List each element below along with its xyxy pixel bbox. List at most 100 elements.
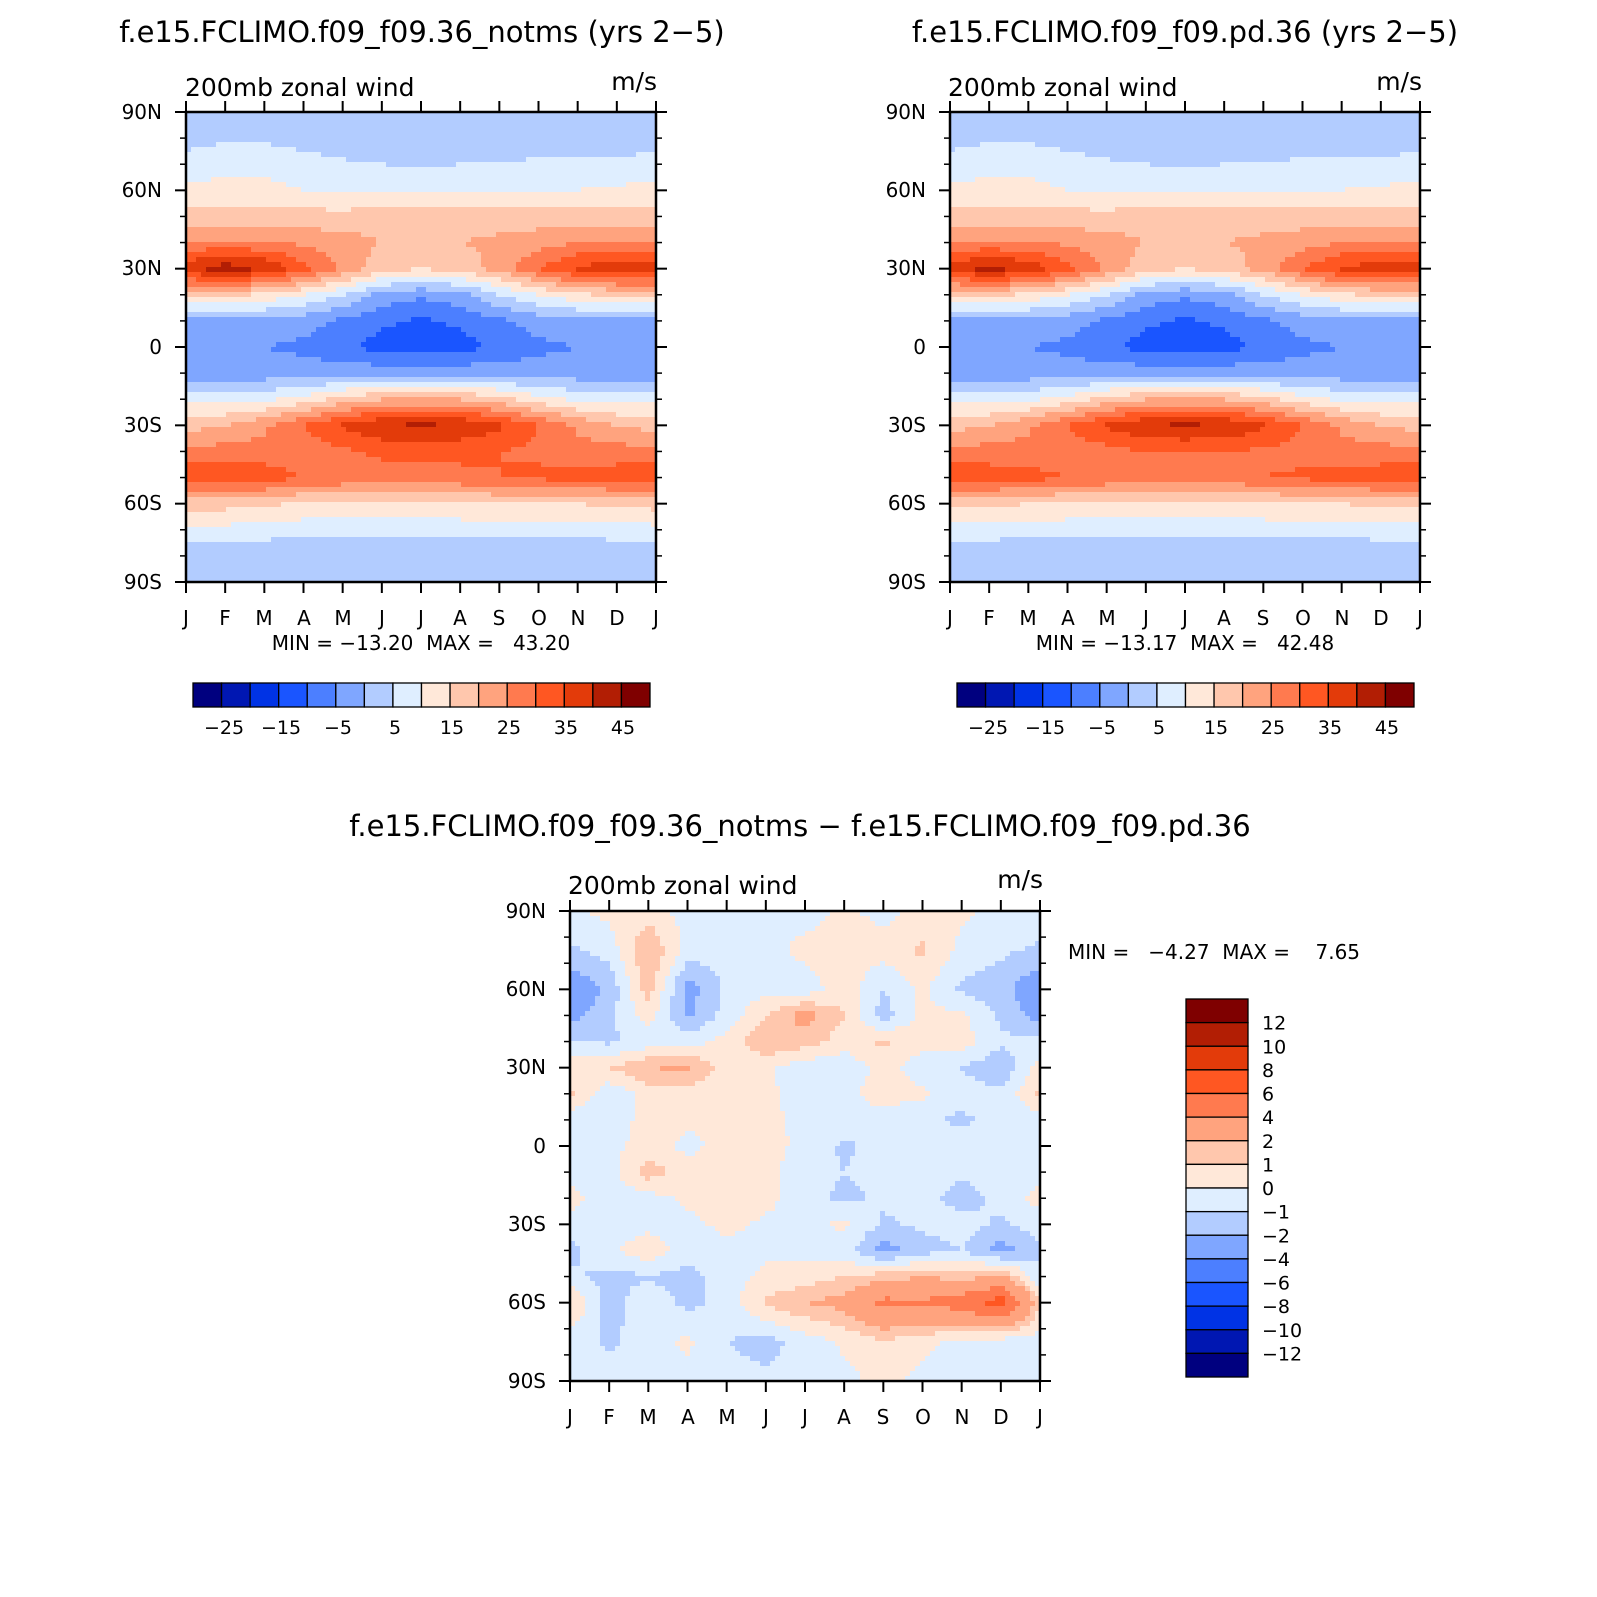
contour-cell (251, 252, 257, 258)
contour-cell (561, 162, 567, 168)
contour-cell (566, 347, 572, 353)
contour-cell (566, 372, 572, 378)
contour-cell (546, 342, 552, 348)
contour-cell (511, 287, 517, 293)
contour-cell (336, 177, 342, 183)
contour-cell (381, 207, 387, 213)
contour-cell (331, 347, 337, 353)
contour-cell (501, 187, 507, 193)
contour-cell (636, 292, 642, 298)
contour-cell (246, 367, 252, 373)
contour-cell (391, 282, 397, 288)
contour-cell (371, 357, 377, 363)
contour-cell (626, 357, 632, 363)
contour-cell (361, 312, 367, 318)
contour-cell (441, 137, 447, 143)
contour-cell (216, 287, 222, 293)
contour-cell (421, 232, 427, 238)
contour-cell (406, 167, 412, 173)
contour-cell (466, 192, 472, 198)
contour-cell (351, 262, 357, 268)
contour-cell (381, 362, 387, 368)
contour-cell (186, 217, 192, 223)
contour-cell (311, 172, 317, 178)
contour-cell (516, 302, 522, 308)
contour-cell (501, 272, 507, 278)
contour-cell (536, 142, 542, 148)
contour-cell (511, 197, 517, 203)
contour-cell (236, 362, 242, 368)
contour-cell (221, 327, 227, 333)
contour-cell (646, 247, 652, 253)
contour-cell (591, 247, 597, 253)
contour-cell (316, 147, 322, 153)
contour-cell (506, 167, 512, 173)
contour-cell (416, 232, 422, 238)
contour-cell (311, 187, 317, 193)
contour-cell (551, 322, 557, 328)
contour-cell (306, 312, 312, 318)
contour-cell (376, 372, 382, 378)
contour-cell (636, 307, 642, 313)
contour-cell (646, 347, 652, 353)
contour-cell (236, 207, 242, 213)
contour-cell (526, 332, 532, 338)
contour-cell (436, 342, 442, 348)
contour-cell (381, 297, 387, 303)
contour-cell (641, 312, 647, 318)
contour-cell (356, 142, 362, 148)
contour-cell (191, 237, 197, 243)
contour-cell (596, 302, 602, 308)
contour-cell (561, 112, 567, 118)
contour-cell (211, 172, 217, 178)
contour-cell (431, 207, 437, 213)
contour-cell (356, 357, 362, 363)
contour-cell (496, 252, 502, 258)
contour-cell (236, 187, 242, 193)
contour-cell (396, 342, 402, 348)
contour-cell (226, 112, 232, 118)
contour-cell (306, 222, 312, 228)
contour-cell (236, 177, 242, 183)
contour-cell (301, 242, 307, 248)
contour-cell (326, 287, 332, 293)
contour-cell (631, 207, 637, 213)
contour-cell (551, 292, 557, 298)
contour-cell (531, 227, 537, 233)
contour-cell (651, 262, 657, 268)
contour-cell (271, 222, 277, 228)
contour-cell (476, 332, 482, 338)
contour-cell (546, 372, 552, 378)
contour-cell (511, 217, 517, 223)
contour-cell (346, 142, 352, 148)
contour-cell (641, 187, 647, 193)
contour-cell (471, 242, 477, 248)
contour-cell (626, 122, 632, 128)
contour-cell (596, 132, 602, 138)
contour-cell (311, 112, 317, 118)
contour-cell (466, 262, 472, 268)
contour-cell (561, 207, 567, 213)
contour-cell (346, 157, 352, 163)
contour-cell (516, 117, 522, 123)
contour-cell (391, 132, 397, 138)
contour-cell (256, 337, 262, 343)
contour-cell (241, 127, 247, 133)
contour-cell (506, 227, 512, 233)
contour-cell (421, 137, 427, 143)
contour-cell (576, 262, 582, 268)
contour-cell (361, 252, 367, 258)
contour-cell (571, 127, 577, 133)
contour-cell (581, 282, 587, 288)
contour-cell (416, 212, 422, 218)
contour-cell (496, 312, 502, 318)
contour-cell (196, 157, 202, 163)
contour-cell (186, 377, 192, 383)
contour-cell (296, 187, 302, 193)
contour-cell (591, 122, 597, 128)
contour-cell (341, 137, 347, 143)
contour-cell (286, 317, 292, 323)
contour-cell (476, 262, 482, 268)
contour-cell (306, 217, 312, 223)
contour-cell (281, 227, 287, 233)
